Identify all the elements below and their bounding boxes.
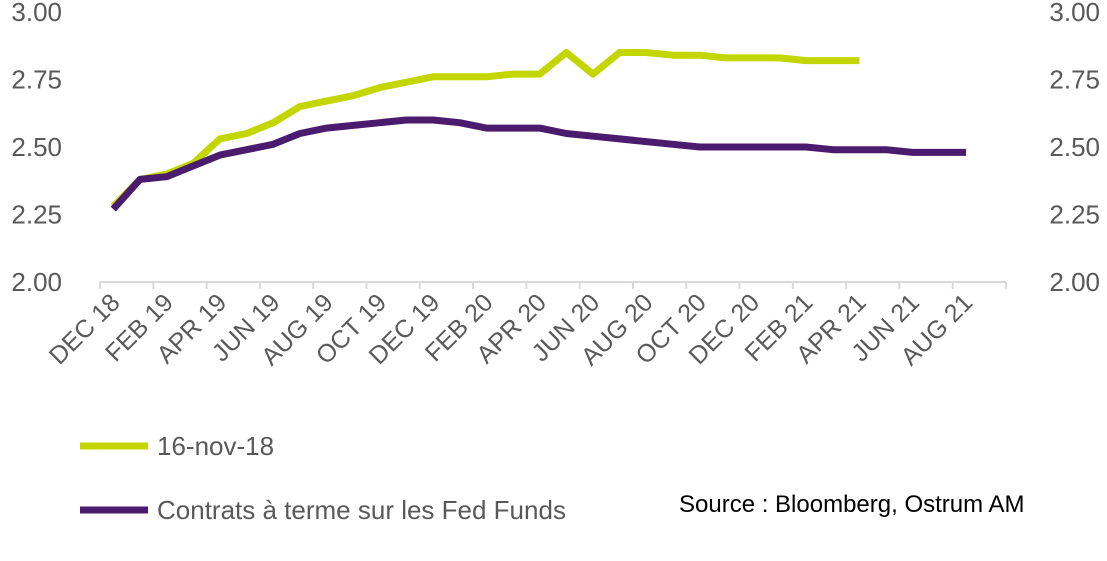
y-tick-right-3: 2.75 (1049, 65, 1100, 95)
series-line-2 (110, 116, 966, 212)
x-axis-ticks (99, 282, 1007, 289)
legend: 16-nov-18 Contrats à terme sur les Fed F… (80, 431, 566, 525)
y-tick-right-2: 2.50 (1049, 132, 1100, 162)
y-tick-left-1: 2.25 (11, 200, 62, 230)
y-axis-left: 2.00 2.25 2.50 2.75 3.00 (11, 0, 62, 297)
y-tick-left-0: 2.00 (11, 267, 62, 297)
y-tick-left-4: 3.00 (11, 0, 62, 27)
legend-label-series-2: Contrats à terme sur les Fed Funds (157, 495, 566, 525)
y-tick-right-4: 3.00 (1049, 0, 1100, 27)
legend-label-series-1: 16-nov-18 (157, 431, 274, 461)
y-tick-right-1: 2.25 (1049, 200, 1100, 230)
source-note: Source : Bloomberg, Ostrum AM (679, 491, 1024, 518)
series-lines (110, 49, 966, 212)
series-line-1 (110, 49, 860, 209)
y-tick-left-3: 2.75 (11, 65, 62, 95)
y-tick-left-2: 2.50 (11, 132, 62, 162)
y-axis-right: 2.00 2.25 2.50 2.75 3.00 (1049, 0, 1100, 297)
y-tick-right-0: 2.00 (1049, 267, 1100, 297)
